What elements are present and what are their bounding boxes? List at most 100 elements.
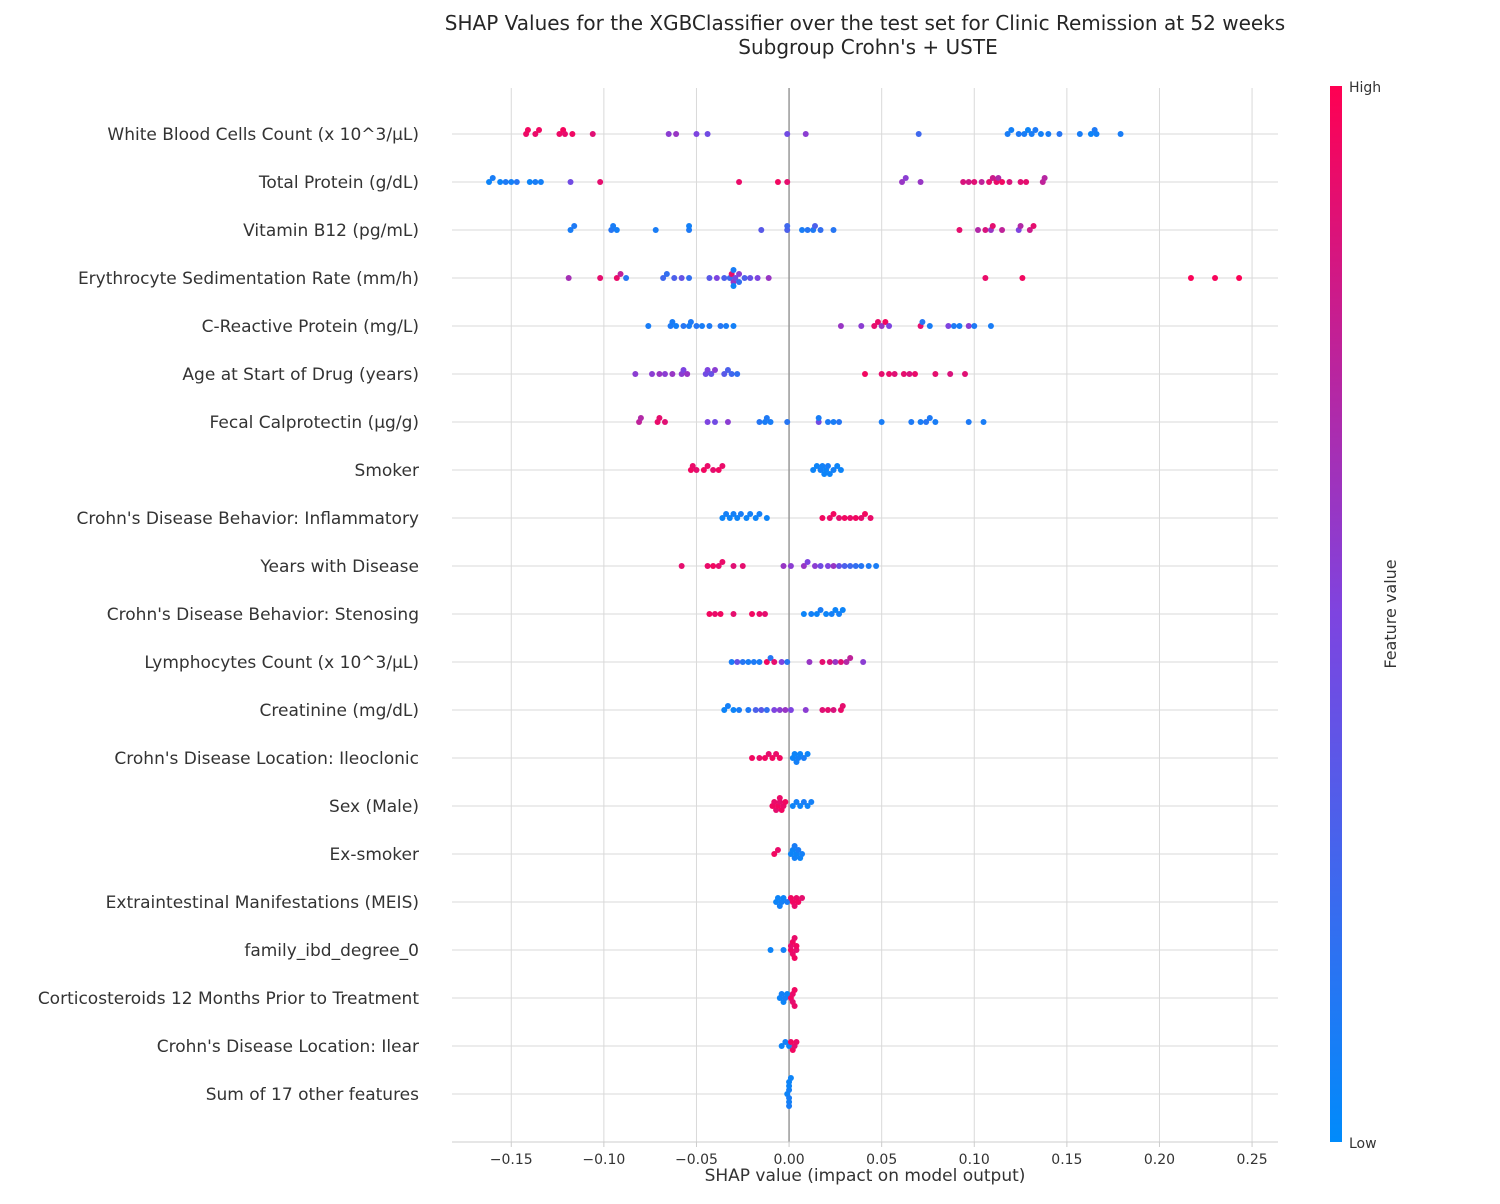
shap-point: [791, 955, 798, 961]
shap-point: [708, 371, 715, 377]
shap-point: [817, 607, 824, 613]
shap-point: [508, 179, 515, 185]
shap-point: [1093, 131, 1100, 137]
shap-point: [730, 283, 737, 289]
shap-point: [878, 371, 885, 377]
shap-point: [836, 419, 843, 425]
shap-point: [806, 659, 813, 665]
shap-point: [678, 563, 685, 569]
shap-point: [734, 659, 741, 665]
shap-point: [589, 131, 596, 137]
shap-point: [717, 611, 724, 617]
shap-point: [1117, 131, 1124, 137]
shap-point: [774, 847, 781, 853]
shap-point: [793, 799, 800, 805]
shap-point: [810, 467, 817, 473]
x-tick-labels: −0.15 −0.10 −0.05 0.00 0.05 0.10 0.15 0.20 0.25: [490, 1142, 1268, 1168]
shap-point: [673, 131, 680, 137]
shap-point: [617, 271, 624, 277]
shap-point: [1006, 179, 1013, 185]
shap-point: [730, 511, 737, 517]
shap-point: [773, 751, 780, 757]
shap-point: [865, 563, 872, 569]
shap-point: [732, 275, 739, 281]
shap-point: [730, 563, 737, 569]
shap-point: [791, 1003, 798, 1009]
shap-point: [784, 991, 791, 997]
shap-point: [824, 563, 831, 569]
shap-point: [799, 851, 806, 857]
shap-point: [656, 415, 663, 421]
shap-point: [752, 515, 759, 521]
shap-point: [902, 175, 909, 181]
shap-point: [828, 611, 835, 617]
shap-point: [569, 131, 576, 137]
shap-point: [780, 947, 787, 953]
shap-point: [787, 707, 794, 713]
shap-point: [710, 563, 717, 569]
shap-point: [761, 611, 768, 617]
shap-point: [711, 419, 718, 425]
shap-point: [782, 1039, 789, 1045]
shap-point: [795, 899, 802, 905]
points-layer: [486, 127, 1243, 1109]
shap-point: [852, 515, 859, 521]
shap-point: [656, 371, 663, 377]
shap-point: [824, 707, 831, 713]
shap-point: [811, 563, 818, 569]
shap-point: [567, 179, 574, 185]
x-tick-label: 0.05: [866, 1152, 897, 1168]
shap-point: [761, 755, 768, 761]
shap-point: [739, 563, 746, 569]
feature-label: Sum of 17 other features: [206, 1085, 419, 1105]
shap-point: [886, 371, 893, 377]
feature-label: Crohn's Disease Location: Ileoclonic: [114, 749, 419, 769]
chart-subtitle: Subgroup Crohn's + USTE: [738, 35, 997, 59]
shap-point: [784, 131, 791, 137]
shap-point: [787, 1075, 794, 1081]
shap-point: [797, 751, 804, 757]
shap-point: [771, 851, 778, 857]
shap-point: [771, 799, 778, 805]
shap-point: [1017, 223, 1024, 229]
shap-point: [787, 1039, 794, 1045]
shap-point: [800, 611, 807, 617]
shap-point: [747, 275, 754, 281]
chart-title: SHAP Values for the XGBClassifier over t…: [445, 11, 1285, 35]
shap-point: [800, 563, 807, 569]
x-tick-label: 0.20: [1144, 1152, 1175, 1168]
shap-point: [900, 371, 907, 377]
shap-point: [780, 563, 787, 569]
shap-point: [632, 371, 639, 377]
shap-point: [837, 659, 844, 665]
shap-point: [724, 703, 731, 709]
shap-point: [974, 227, 981, 233]
shap-point: [791, 903, 798, 909]
shap-point: [736, 179, 743, 185]
shap-point: [776, 707, 783, 713]
shap-point: [763, 659, 770, 665]
shap-point: [723, 511, 730, 517]
shap-point: [986, 179, 993, 185]
x-tick-label: 0.10: [959, 1152, 990, 1168]
shap-point: [787, 563, 794, 569]
shap-point: [686, 223, 693, 229]
shap-point: [915, 131, 922, 137]
shap-point: [699, 323, 706, 329]
colorbar-high-label: High: [1349, 80, 1381, 96]
shap-point: [673, 323, 680, 329]
shap-point: [532, 131, 539, 137]
x-tick-label: 0.15: [1051, 1152, 1082, 1168]
shap-point: [908, 419, 915, 425]
shap-point: [784, 899, 791, 905]
shap-point: [784, 179, 791, 185]
shap-point: [919, 319, 926, 325]
shap-point: [837, 467, 844, 473]
shap-point: [767, 655, 774, 661]
shap-point: [836, 515, 843, 521]
shap-point: [613, 227, 620, 233]
shap-point: [537, 179, 544, 185]
shap-point: [669, 319, 676, 325]
shap-point: [526, 179, 533, 185]
shap-point: [836, 563, 843, 569]
